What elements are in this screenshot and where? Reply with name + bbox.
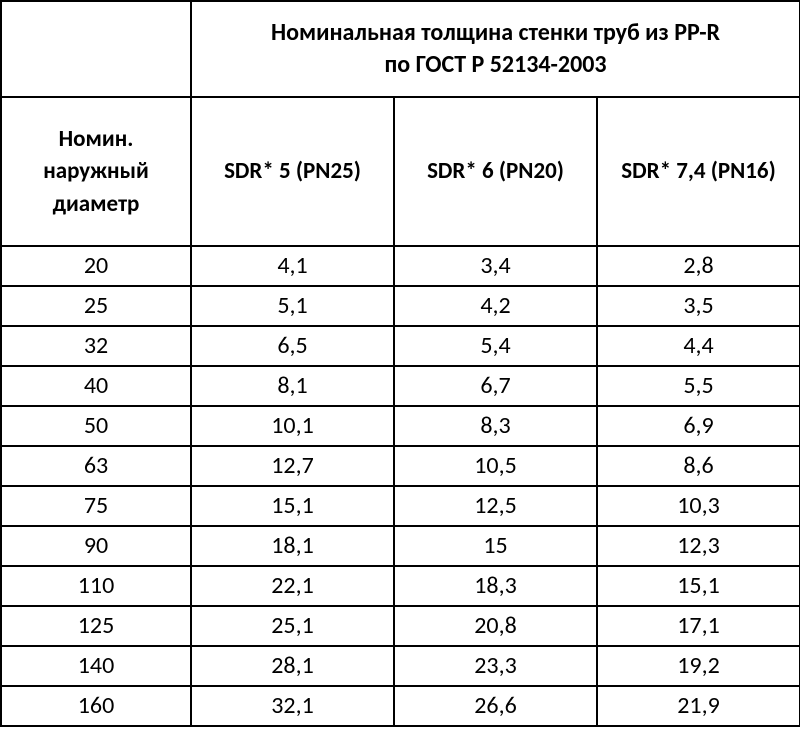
cell-sdr6: 12,5: [394, 486, 597, 526]
cell-sdr6: 5,4: [394, 326, 597, 366]
cell-sdr5: 4,1: [191, 246, 394, 286]
cell-sdr74: 12,3: [597, 526, 800, 566]
cell-d: 40: [1, 366, 191, 406]
cell-sdr6: 6,7: [394, 366, 597, 406]
cell-sdr5: 10,1: [191, 406, 394, 446]
table-row: 12525,120,817,1: [1, 606, 800, 646]
col-header-sdr5: SDR* 5 (PN25): [191, 97, 394, 246]
table-row: 326,55,44,4: [1, 326, 800, 366]
cell-d: 25: [1, 286, 191, 326]
table-row: 6312,710,58,6: [1, 446, 800, 486]
cell-sdr6: 23,3: [394, 646, 597, 686]
table-row: 204,13,42,8: [1, 246, 800, 286]
cell-sdr5: 28,1: [191, 646, 394, 686]
cell-sdr74: 4,4: [597, 326, 800, 366]
cell-sdr6: 15: [394, 526, 597, 566]
cell-d: 90: [1, 526, 191, 566]
pipe-thickness-table: Номинальная толщина стенки труб из PP-R …: [0, 0, 800, 727]
col-header-sdr6: SDR* 6 (PN20): [394, 97, 597, 246]
table-row: 11022,118,315,1: [1, 566, 800, 606]
diameter-line1: Номин.: [59, 125, 134, 153]
cell-sdr6: 3,4: [394, 246, 597, 286]
cell-sdr74: 21,9: [597, 686, 800, 726]
cell-sdr6: 10,5: [394, 446, 597, 486]
cell-sdr5: 6,5: [191, 326, 394, 366]
cell-d: 75: [1, 486, 191, 526]
cell-sdr5: 25,1: [191, 606, 394, 646]
cell-sdr5: 32,1: [191, 686, 394, 726]
diameter-line2: наружный: [43, 157, 149, 185]
cell-sdr74: 17,1: [597, 606, 800, 646]
cell-sdr5: 18,1: [191, 526, 394, 566]
table-row: 9018,11512,3: [1, 526, 800, 566]
table-row: 408,16,75,5: [1, 366, 800, 406]
cell-sdr74: 2,8: [597, 246, 800, 286]
diameter-line3: диаметр: [53, 190, 140, 218]
cell-sdr5: 15,1: [191, 486, 394, 526]
table-body: 204,13,42,8 255,14,23,5 326,55,44,4 408,…: [1, 246, 800, 726]
col-header-sdr74: SDR* 7,4 (PN16): [597, 97, 800, 246]
cell-sdr74: 3,5: [597, 286, 800, 326]
cell-sdr6: 20,8: [394, 606, 597, 646]
cell-sdr5: 12,7: [191, 446, 394, 486]
cell-sdr6: 4,2: [394, 286, 597, 326]
col-header-diameter: Номин. наружный диаметр: [1, 97, 191, 246]
cell-d: 63: [1, 446, 191, 486]
table-title-cell: Номинальная толщина стенки труб из PP-R …: [191, 1, 800, 97]
cell-sdr5: 5,1: [191, 286, 394, 326]
cell-d: 110: [1, 566, 191, 606]
empty-corner-cell: [1, 1, 191, 97]
title-line1: Номинальная толщина стенки труб из PP-R: [271, 18, 720, 47]
cell-sdr5: 8,1: [191, 366, 394, 406]
table-row: 5010,18,36,9: [1, 406, 800, 446]
cell-sdr74: 15,1: [597, 566, 800, 606]
cell-d: 32: [1, 326, 191, 366]
cell-sdr74: 6,9: [597, 406, 800, 446]
title-line2: по ГОСТ Р 52134-2003: [384, 50, 606, 79]
cell-d: 50: [1, 406, 191, 446]
table-row: 14028,123,319,2: [1, 646, 800, 686]
cell-sdr6: 8,3: [394, 406, 597, 446]
table-row: 7515,112,510,3: [1, 486, 800, 526]
table-row: 255,14,23,5: [1, 286, 800, 326]
cell-d: 160: [1, 686, 191, 726]
cell-sdr74: 5,5: [597, 366, 800, 406]
cell-d: 140: [1, 646, 191, 686]
cell-d: 20: [1, 246, 191, 286]
cell-sdr5: 22,1: [191, 566, 394, 606]
table-row: 16032,126,621,9: [1, 686, 800, 726]
cell-d: 125: [1, 606, 191, 646]
cell-sdr6: 18,3: [394, 566, 597, 606]
cell-sdr6: 26,6: [394, 686, 597, 726]
cell-sdr74: 10,3: [597, 486, 800, 526]
cell-sdr74: 19,2: [597, 646, 800, 686]
cell-sdr74: 8,6: [597, 446, 800, 486]
